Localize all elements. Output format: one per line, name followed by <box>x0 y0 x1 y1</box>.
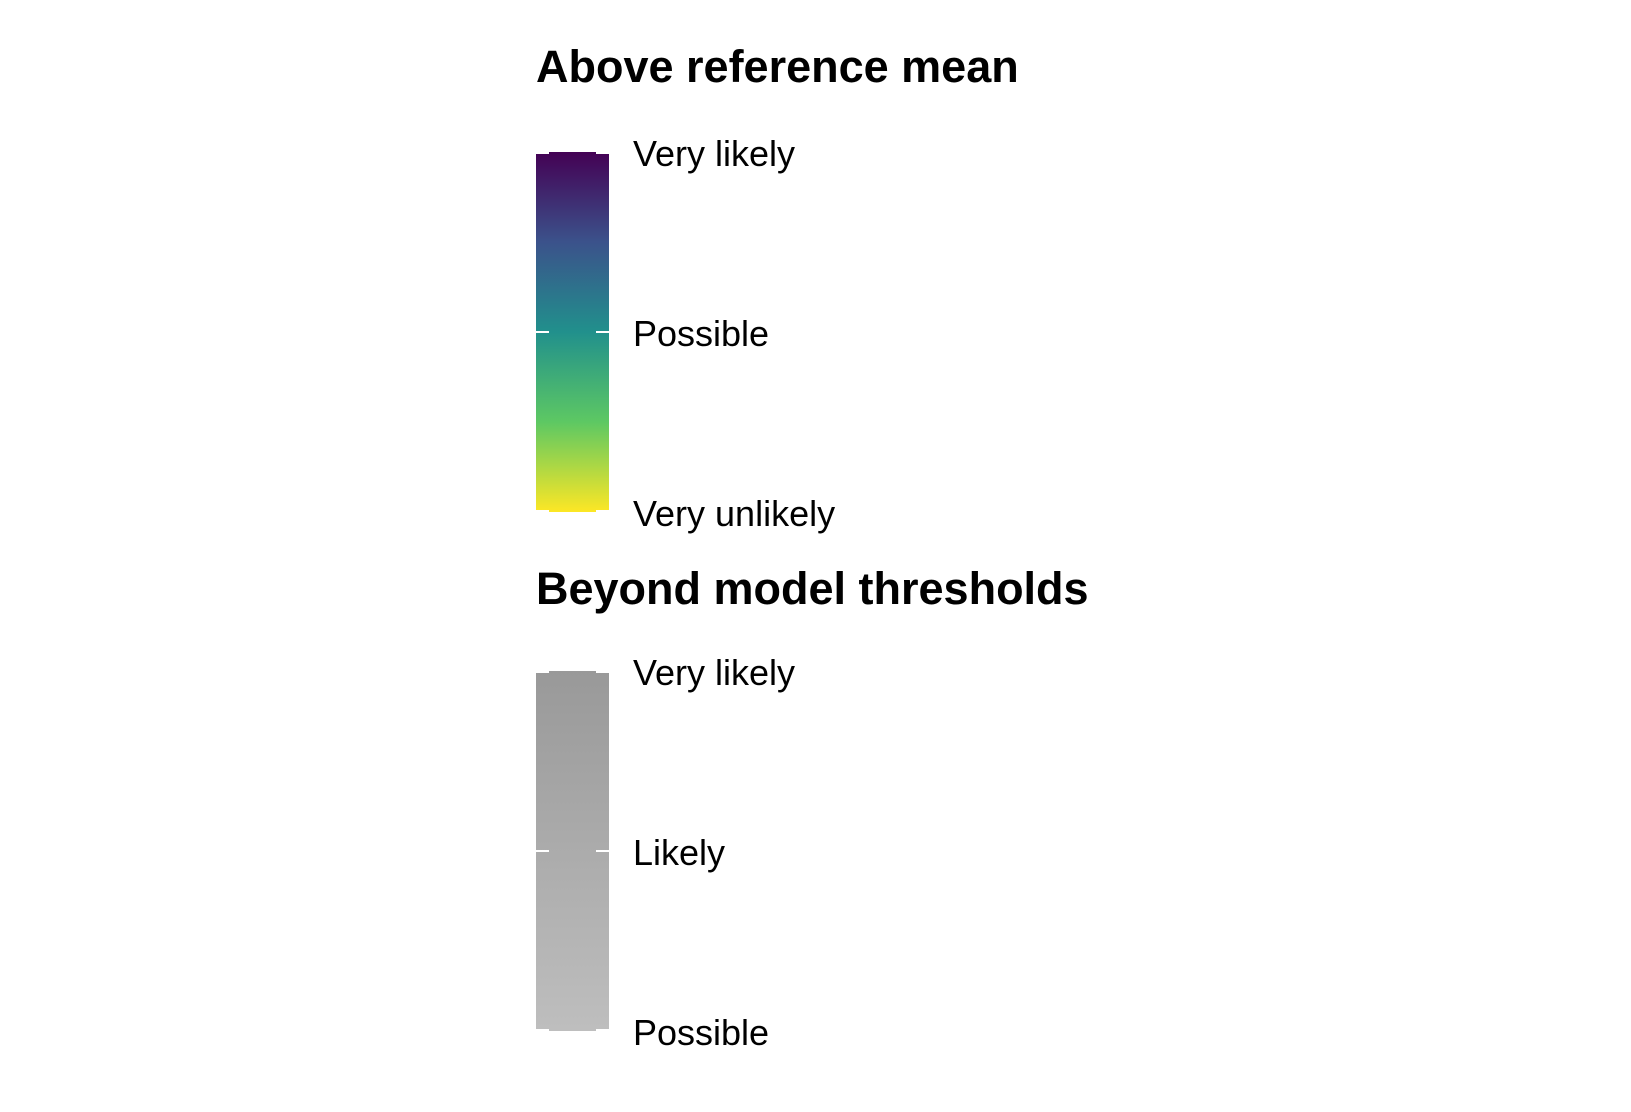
legend-title: Beyond model thresholds <box>536 563 1089 614</box>
colorbar-tick-mark <box>536 510 549 512</box>
colorbar-tick-mark <box>596 331 609 333</box>
legend-title: Above reference mean <box>536 41 1019 92</box>
tick-label: Possible <box>633 313 770 354</box>
colorbar <box>536 671 609 1031</box>
tick-label: Very unlikely <box>633 493 836 534</box>
colorbar-tick-mark <box>536 1029 549 1031</box>
colorbar <box>536 152 609 512</box>
legend-beyond-model-thresholds: Beyond model thresholds Very likely Likel… <box>536 563 1156 1051</box>
colorbar-tick-mark <box>536 152 549 154</box>
colorbar-tick-mark <box>596 152 609 154</box>
colorbar-tick-mark <box>536 331 549 333</box>
colorbar-tick-mark <box>536 850 549 852</box>
legend-above-reference-mean: Above reference mean Very likely Possible… <box>536 41 1156 532</box>
legend-body: Very likely Likely Possible <box>536 655 1156 1051</box>
tick-label: Possible <box>633 1012 770 1053</box>
colorbar-tick-mark <box>596 671 609 673</box>
colorbar-tick-mark <box>596 1029 609 1031</box>
colorbar-tick-mark <box>596 510 609 512</box>
tick-label: Very likely <box>633 133 796 174</box>
tick-label: Likely <box>633 832 726 873</box>
legend-body: Very likely Possible Very unlikely <box>536 136 1156 532</box>
colorbar-tick-mark <box>596 850 609 852</box>
tick-label: Very likely <box>633 652 796 693</box>
colorbar-tick-mark <box>536 671 549 673</box>
